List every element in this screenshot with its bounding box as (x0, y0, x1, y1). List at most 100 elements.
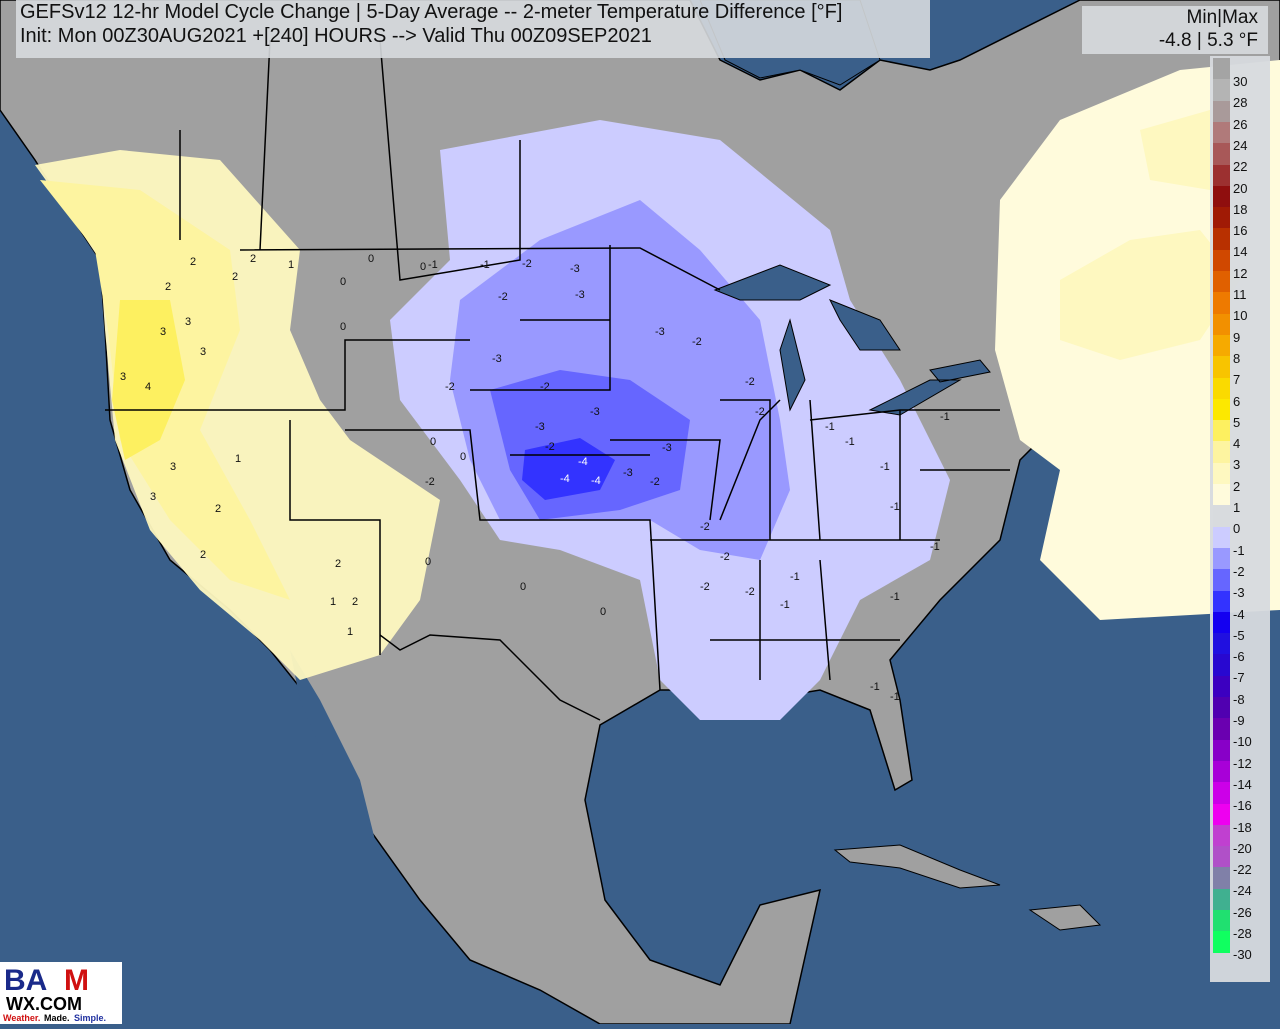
legend-label: 20 (1233, 180, 1248, 196)
station-value: -2 (745, 376, 755, 388)
station-value: -3 (492, 353, 502, 365)
svg-text:WX.COM: WX.COM (6, 994, 82, 1014)
legend-label: 10 (1233, 308, 1248, 324)
svg-text:Simple.: Simple. (74, 1013, 106, 1023)
legend-swatch (1213, 675, 1230, 698)
svg-text:Weather.: Weather. (3, 1013, 40, 1023)
station-value: 0 (460, 451, 466, 463)
station-value: 2 (352, 596, 358, 608)
min-max-value: -4.8 | 5.3 °F (1158, 30, 1258, 51)
legend-label: 22 (1233, 159, 1248, 175)
legend-swatch (1213, 271, 1230, 293)
station-value: 0 (430, 436, 436, 448)
legend-swatch (1213, 760, 1230, 783)
station-value: 0 (340, 276, 346, 288)
station-value: -4 (578, 456, 588, 468)
legend-label: -10 (1233, 734, 1252, 750)
legend-label: -24 (1233, 883, 1252, 899)
station-value: -3 (570, 263, 580, 275)
legend-swatch (1213, 292, 1230, 315)
legend-swatch (1213, 420, 1230, 442)
station-value: -3 (575, 289, 585, 301)
station-value: 0 (368, 253, 374, 265)
legend-label: 9 (1233, 329, 1241, 345)
legend-swatch (1213, 782, 1230, 804)
station-value: -1 (890, 501, 900, 513)
legend-label: 28 (1233, 95, 1248, 111)
legend-label: -5 (1233, 627, 1245, 643)
color-legend: 30 28 26 24 22 20 18 16 14 12 11 10 9 8 7 6 5 4 3 2 1 0 -1 -2 -3… (1210, 56, 1270, 982)
legend-swatch (1213, 846, 1230, 868)
legend-swatch (1213, 867, 1230, 890)
station-value: -1 (870, 681, 880, 693)
legend-label: -9 (1233, 713, 1245, 728)
svg-text:BA: BA (4, 964, 47, 997)
legend-swatch (1213, 313, 1230, 336)
station-value: -1 (940, 411, 950, 423)
station-value: 1 (330, 596, 336, 608)
legend-label: 12 (1233, 265, 1248, 281)
station-value: 3 (200, 346, 206, 358)
legend-label: 26 (1233, 116, 1248, 132)
legend-label: -2 (1233, 563, 1245, 579)
chart-title: GEFSv12 12-hr Model Cycle Change | 5-Day… (20, 1, 843, 23)
legend-swatch (1213, 739, 1230, 762)
legend-label: -7 (1233, 670, 1245, 686)
legend-swatch (1213, 931, 1230, 954)
legend-swatch (1213, 484, 1230, 506)
svg-text:Made.: Made. (44, 1013, 70, 1023)
station-value: -2 (650, 476, 660, 488)
legend-swatch (1213, 888, 1230, 911)
legend-swatch (1213, 143, 1230, 165)
station-value: 3 (170, 461, 176, 473)
legend-label: 6 (1233, 393, 1241, 409)
legend-swatch (1213, 185, 1230, 208)
legend-label: -22 (1233, 862, 1252, 878)
station-value: -1 (825, 421, 835, 433)
legend-label: -3 (1233, 585, 1245, 601)
station-value: -2 (692, 336, 702, 348)
station-value: 0 (520, 581, 526, 593)
legend-label: -1 (1233, 542, 1245, 558)
legend-swatch (1213, 441, 1230, 464)
station-value: -1 (780, 599, 790, 611)
station-value: -2 (540, 381, 550, 393)
legend-swatch (1213, 611, 1230, 634)
legend-swatch (1213, 633, 1230, 655)
cool-4-central (522, 438, 615, 500)
station-value: 0 (600, 606, 606, 618)
title-box: GEFSv12 12-hr Model Cycle Change | 5-Day… (16, 0, 930, 58)
legend-swatch (1213, 910, 1230, 932)
legend-label: 7 (1233, 372, 1241, 388)
legend-swatch (1213, 79, 1230, 102)
station-value: -4 (591, 475, 601, 487)
legend-label: 8 (1233, 350, 1241, 366)
legend-label: 24 (1233, 137, 1248, 153)
legend-label: -14 (1233, 776, 1252, 792)
station-value: -2 (498, 291, 508, 303)
station-value: -3 (590, 406, 600, 418)
min-max-box: Min|Max -4.8 | 5.3 °F (1082, 6, 1268, 54)
station-value: -2 (545, 441, 555, 453)
legend-label: 11 (1233, 287, 1247, 302)
legend-label: -26 (1233, 904, 1252, 920)
legend-swatch (1213, 505, 1230, 528)
station-value: 2 (250, 253, 256, 265)
legend-swatch (1213, 58, 1230, 80)
station-value: 2 (335, 558, 341, 570)
station-value: -1 (930, 541, 940, 553)
station-value: -3 (662, 442, 672, 454)
legend-swatch (1213, 398, 1230, 421)
chart-subtitle: Init: Mon 00Z30AUG2021 +[240] HOURS --> … (20, 25, 652, 47)
station-value: -1 (880, 461, 890, 473)
station-value: -2 (700, 581, 710, 593)
state-borders (105, 39, 1010, 721)
station-value: 1 (288, 259, 294, 271)
svg-text:M: M (64, 964, 89, 997)
station-value: 3 (160, 326, 166, 338)
station-value: -1 (480, 259, 490, 271)
station-value: 0 (340, 321, 346, 333)
legend-swatch (1213, 654, 1230, 677)
legend-swatch (1213, 547, 1230, 570)
min-max-label: Min|Max (1186, 7, 1258, 28)
